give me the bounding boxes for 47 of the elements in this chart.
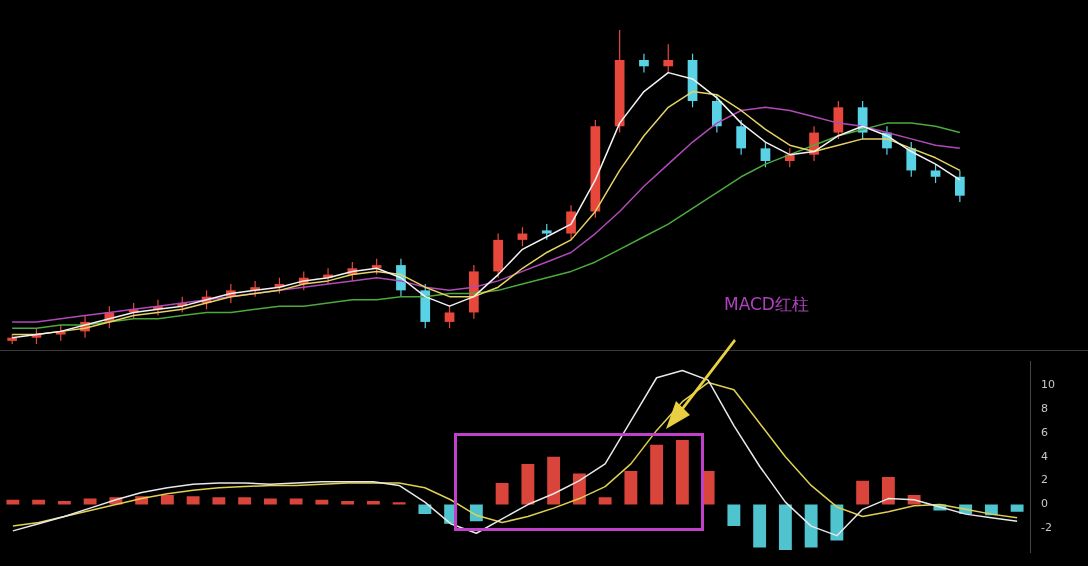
bar (624, 471, 638, 505)
bar (238, 497, 252, 505)
bar (547, 456, 561, 505)
bar (1010, 504, 1024, 512)
bar (32, 499, 46, 505)
y-tick-label: -2 (1041, 521, 1052, 535)
bar (598, 497, 612, 505)
candlestick (930, 163, 941, 184)
y-tick-label: 0 (1041, 497, 1048, 511)
y-tick-label: 10 (1041, 377, 1055, 391)
bar (856, 480, 870, 505)
candlestick (906, 141, 917, 178)
bar (366, 500, 380, 505)
bar (392, 502, 406, 505)
bar (212, 497, 226, 505)
candlestick (566, 204, 576, 241)
bar (830, 504, 844, 541)
bar (289, 498, 303, 505)
candlestick (444, 305, 455, 329)
bar (778, 504, 792, 551)
bar (186, 496, 200, 505)
bar (675, 439, 689, 505)
candlestick (954, 169, 965, 203)
y-tick-label: 6 (1041, 425, 1048, 439)
bar (418, 504, 432, 515)
y-tick-label: 4 (1041, 449, 1048, 463)
bar (804, 504, 818, 548)
bar (753, 504, 767, 548)
bar (650, 444, 664, 505)
bar (57, 500, 71, 505)
candlestick (663, 43, 674, 74)
bar (341, 500, 355, 505)
bar (315, 499, 329, 505)
bar (160, 494, 174, 505)
bar (521, 463, 535, 505)
bar (263, 498, 277, 505)
bar (6, 499, 20, 505)
candlestick (760, 141, 771, 168)
y-tick-label: 2 (1041, 473, 1048, 487)
candlestick (639, 53, 649, 74)
bar (83, 498, 97, 505)
bar (495, 483, 509, 505)
annotation: MACD红柱 (724, 293, 809, 316)
y-tick-label: 8 (1041, 401, 1048, 415)
bar (727, 504, 741, 527)
bar (881, 477, 895, 505)
candlestick (736, 119, 747, 156)
